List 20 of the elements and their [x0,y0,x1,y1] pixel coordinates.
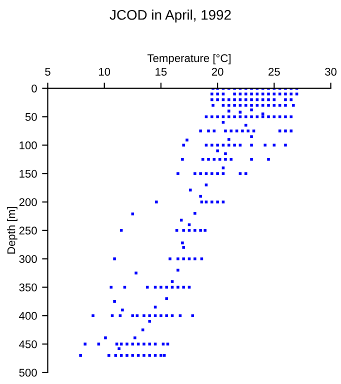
y-tick-label: 350 [19,284,37,292]
x-tick-label: 15 [156,68,167,76]
y-tick-label: 250 [19,226,37,235]
y-tick-label: 500 [19,368,37,377]
x-axis-title: Temperature [°C] [147,54,231,64]
y-tick-label: 400 [19,312,37,320]
y-tick-label: 450 [19,340,37,348]
y-tick-label: 100 [20,141,37,150]
x-tick-label: 20 [212,68,224,76]
x-tick-label: 10 [99,68,110,76]
x-tick-label: 25 [268,68,280,76]
x-tick-label: 5 [45,68,50,76]
y-axis-title: Depth [m] [7,207,18,254]
y-tick-label: 200 [19,198,37,206]
y-tick-label: 50 [25,113,37,121]
y-tick-label: 150 [20,170,37,178]
chart-title: JCOD in April, 1992 [110,10,231,23]
x-tick-label: 30 [325,68,337,76]
y-tick-label: 0 [32,84,37,92]
y-tick-label: 300 [19,255,37,263]
